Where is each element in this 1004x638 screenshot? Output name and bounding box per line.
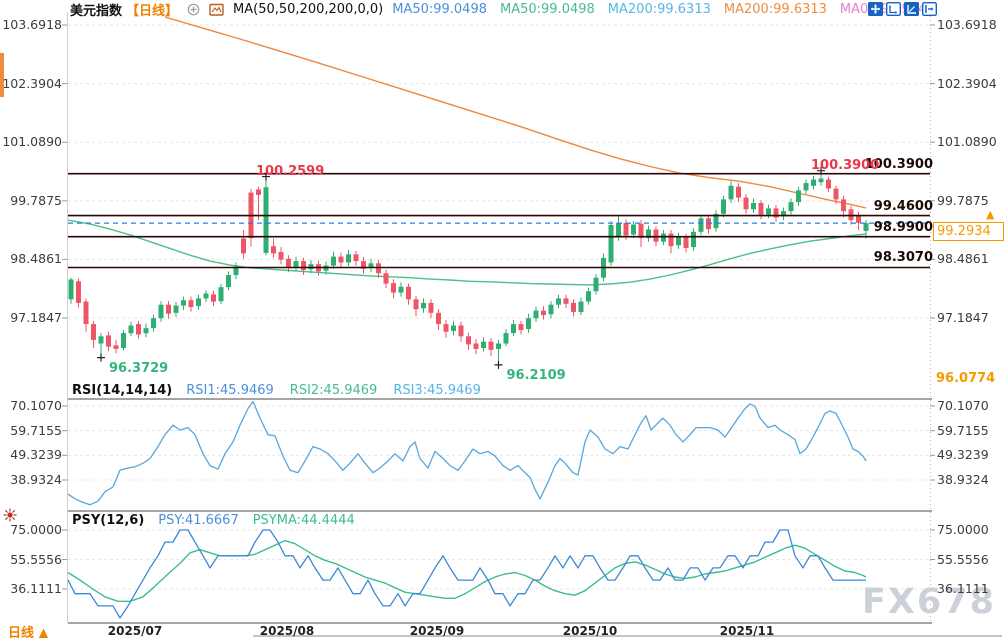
price-up-arrow-icon: ▲ [986, 208, 995, 221]
session-low-label: 96.0774 [936, 371, 996, 386]
psy-header: PSY(12,6) PSY:41.6667 PSYMA:44.4444 [72, 513, 355, 528]
psyma-value-label: PSYMA:44.4444 [252, 513, 355, 528]
x-axis-date-label: 2025/08 [259, 624, 315, 638]
price-axis-tick-left: 103.6918 [2, 17, 62, 32]
low-annotation-label: 96.2109 [506, 367, 566, 383]
rsi-axis-tick-left: 70.1070 [10, 398, 62, 413]
ma-value-label: MA50:99.0498 [500, 1, 595, 17]
psy-axis-tick-left: 36.1111 [10, 581, 62, 596]
level-line-label: 98.9900 [873, 219, 933, 235]
x-axis-date-label: 2025/10 [562, 624, 618, 638]
price-axis-tick-right: 103.6918 [937, 17, 997, 32]
indicator-settings-icon[interactable] [2, 507, 18, 527]
rsi-axis-tick-left: 38.9324 [10, 472, 62, 487]
price-axis-tick-left: 99.7875 [10, 192, 62, 208]
current-price-badge: 99.2934 [933, 222, 1004, 241]
ma-legend: MA50:99.0498 MA50:99.0498 MA200:99.6313 MA2… [392, 2, 926, 17]
rsi-axis-tick-right: 38.9324 [937, 472, 989, 487]
timeframe-label: 【日线】 [126, 3, 179, 19]
footer-timeframe-text: 日线 [8, 626, 35, 638]
x-axis-date-label: 2025/09 [409, 624, 465, 638]
level-line-label: 100.3900 [864, 156, 933, 172]
price-axis-tick-right: 101.0890 [937, 134, 997, 150]
level-line-label: 98.3070 [873, 250, 933, 266]
rsi-value-label: RSI1:45.9469 [186, 383, 274, 398]
rsi-header: RSI(14,14,14) RSI1:45.9469 RSI2:45.9469 RS… [72, 383, 481, 398]
ma-settings-label: MA(50,50,200,200,0,0) [233, 1, 384, 17]
psy-value-label: PSY:41.6667 [158, 513, 239, 528]
add-indicator-icon[interactable] [187, 3, 200, 16]
price-axis-tick-right: 98.4861 [937, 251, 989, 267]
price-axis-tick-left: 97.1847 [10, 310, 62, 326]
left-accent-strip [0, 53, 4, 97]
psy-axis-tick-left: 75.0000 [10, 522, 62, 537]
rsi-axis-tick-right: 70.1070 [937, 398, 989, 413]
ma-value-label: MA200:99.6313 [607, 1, 711, 17]
footer-up-arrow-icon: ▲ [38, 626, 49, 638]
ma-value-label: MA200:99.6313 [723, 1, 827, 17]
rsi-axis-tick-right: 49.3239 [937, 447, 989, 463]
psy-axis-tick-right: 55.5556 [937, 551, 989, 567]
rsi-title: RSI(14,14,14) [72, 383, 173, 398]
axis-range-icon[interactable] [886, 2, 901, 16]
move-icon[interactable] [868, 2, 883, 16]
axis-scale-icon[interactable] [904, 2, 919, 16]
price-axis-tick-left: 98.4861 [10, 251, 62, 267]
symbol-title: 美元指数 [70, 3, 123, 19]
psy-axis-tick-right: 36.1111 [937, 581, 989, 596]
rsi-axis-tick-right: 59.7155 [937, 422, 989, 438]
x-axis-date-label: 2025/11 [719, 624, 775, 638]
low-annotation-label: 96.3729 [109, 360, 169, 376]
high-annotation-label: 100.3900 [811, 157, 880, 173]
price-axis-tick-left: 102.3904 [2, 75, 62, 91]
rsi-value-label: RSI2:45.9469 [289, 383, 378, 398]
rsi-axis-tick-left: 59.7155 [10, 422, 62, 438]
price-axis-tick-right: 102.3904 [937, 75, 997, 91]
x-axis-date-label: 2025/07 [107, 624, 163, 638]
price-axis-tick-right: 97.1847 [937, 310, 989, 326]
footer-timeframe-tab[interactable]: 日线 ▲ [8, 622, 49, 638]
price-axis-tick-right: 99.7875 [937, 192, 989, 208]
rsi-axis-tick-left: 49.3239 [10, 447, 62, 463]
psy-axis-tick-right: 75.0000 [937, 522, 989, 537]
rsi-series-labels: RSI1:45.9469 RSI2:45.9469 RSI3:45.9469 [186, 383, 481, 398]
watermark: FX678 [862, 582, 996, 622]
ma-value-label: MA50:99.0498 [392, 1, 487, 17]
psy-axis-tick-left: 55.5556 [10, 551, 62, 567]
chart-toolbar [868, 2, 937, 16]
snapshot-chart-icon[interactable] [209, 3, 224, 16]
level-line-label: 99.4600 [873, 198, 933, 214]
psy-title: PSY(12,6) [72, 513, 145, 528]
price-axis-tick-left: 101.0890 [2, 134, 62, 150]
high-annotation-label: 100.2599 [256, 163, 325, 179]
rsi-value-label: RSI3:45.9469 [393, 383, 481, 398]
chart-header: 美元指数 【日线】 MA(50,50,200,200,0,0) MA50:99.… [70, 1, 926, 19]
exit-icon[interactable] [922, 2, 937, 16]
